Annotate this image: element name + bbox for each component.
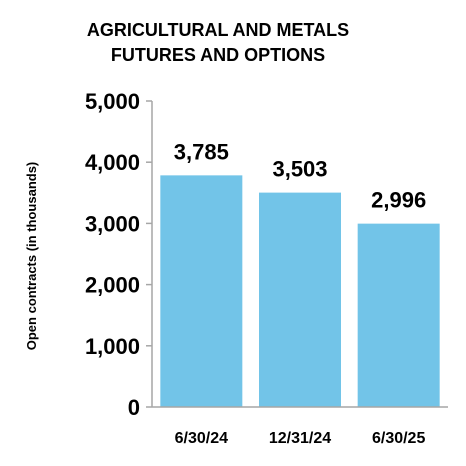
- chart-title: AGRICULTURAL AND METALS FUTURES AND OPTI…: [87, 20, 349, 65]
- data-label: 3,785: [174, 139, 229, 164]
- y-tick-label: 5,000: [85, 89, 140, 114]
- y-tick-label: 0: [128, 395, 140, 420]
- y-axis-label: Open contracts (in thousands): [24, 162, 39, 351]
- chart-title-line-2: FUTURES AND OPTIONS: [111, 45, 325, 65]
- y-tick-label: 1,000: [85, 334, 140, 359]
- y-axis-ticks: 0 1,000 2,000 3,000 4,000 5,000: [85, 89, 152, 420]
- bars: [160, 175, 440, 407]
- chart-title-line-1: AGRICULTURAL AND METALS: [87, 20, 349, 40]
- x-tick-label: 6/30/25: [372, 430, 425, 447]
- bar: [357, 223, 440, 407]
- y-tick-label: 3,000: [85, 211, 140, 236]
- y-tick-label: 2,000: [85, 273, 140, 298]
- y-tick-label: 4,000: [85, 150, 140, 175]
- x-tick-label: 12/31/24: [269, 430, 331, 447]
- data-label: 3,503: [272, 157, 327, 182]
- data-label: 2,996: [371, 188, 426, 213]
- x-axis-ticks: 6/30/24 12/31/24 6/30/25: [175, 430, 426, 447]
- bar: [259, 192, 341, 407]
- x-tick-label: 6/30/24: [175, 430, 228, 447]
- data-labels: 3,785 3,503 2,996: [174, 139, 426, 212]
- bar: [160, 175, 243, 407]
